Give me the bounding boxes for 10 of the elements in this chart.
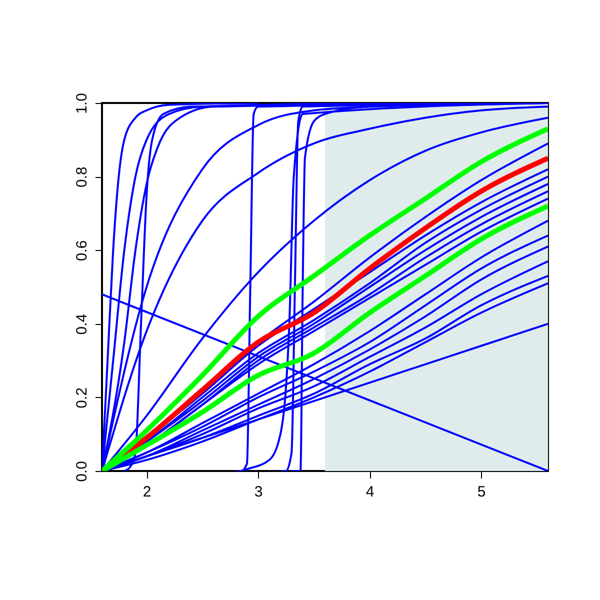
y-tick-label: 0.4	[74, 314, 90, 335]
y-tick-label: 0.6	[74, 240, 90, 262]
y-tick-label: 0.0	[74, 461, 90, 482]
y-tick-label: 0.2	[74, 387, 90, 408]
x-tick-label: 5	[477, 484, 486, 500]
x-tick-label: 4	[366, 484, 374, 500]
y-tick-label: 0.8	[74, 166, 90, 188]
x-tick-label: 2	[142, 484, 152, 500]
x-tick-label: 3	[254, 484, 263, 500]
y-tick-label: 1.0	[74, 93, 90, 114]
